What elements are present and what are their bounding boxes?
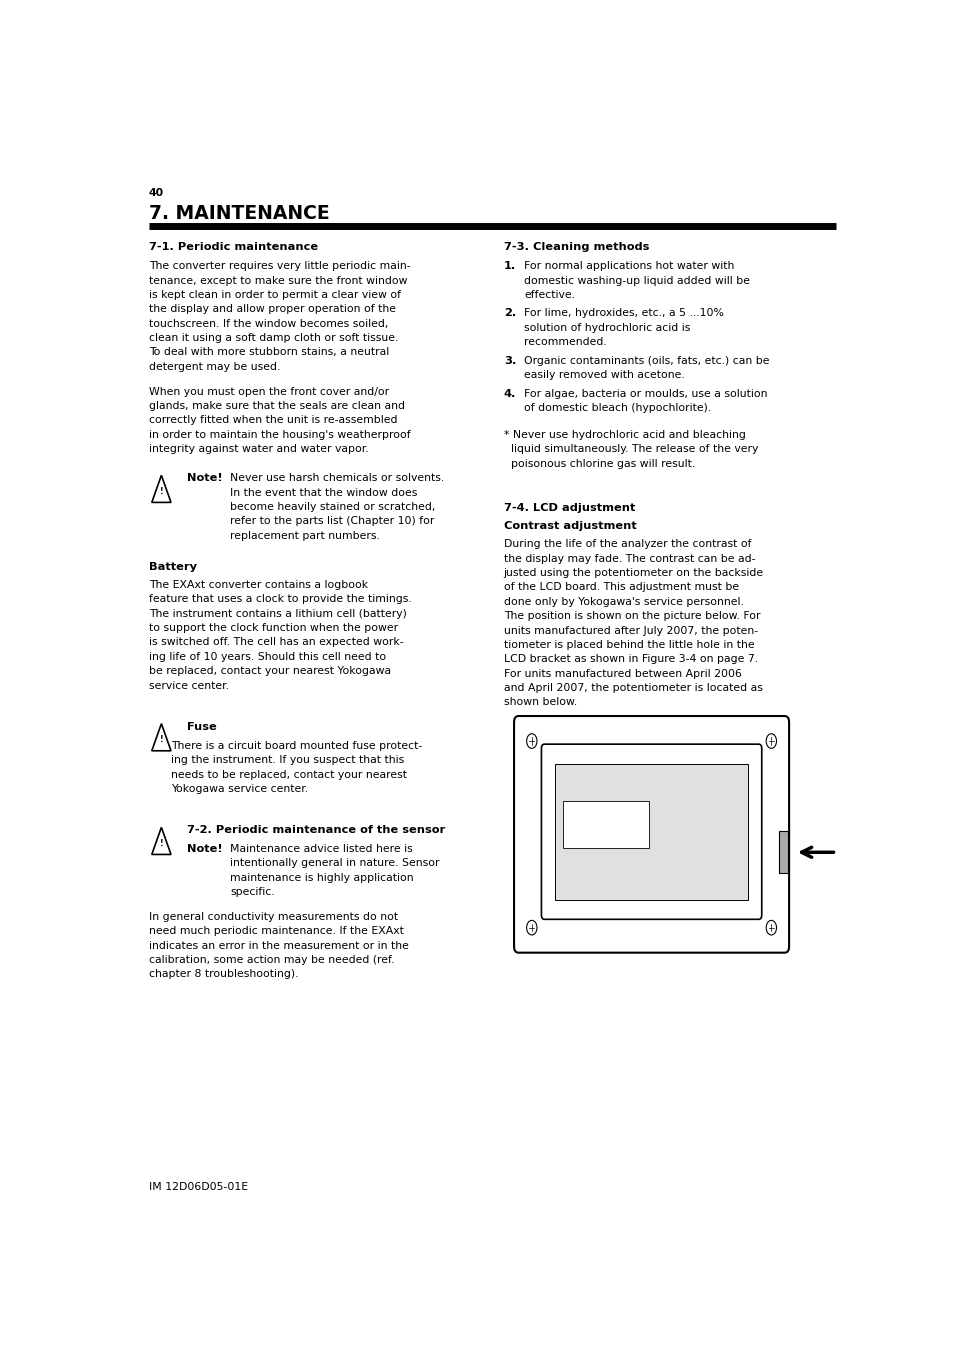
- Text: clean it using a soft damp cloth or soft tissue.: clean it using a soft damp cloth or soft…: [149, 333, 397, 343]
- Text: detergent may be used.: detergent may be used.: [149, 362, 280, 372]
- Text: maintenance is highly application: maintenance is highly application: [230, 873, 414, 883]
- Text: shown below.: shown below.: [503, 697, 577, 707]
- Text: 2.: 2.: [503, 309, 516, 318]
- Text: service center.: service center.: [149, 681, 229, 691]
- Text: be replaced, contact your nearest Yokogawa: be replaced, contact your nearest Yokoga…: [149, 666, 391, 676]
- Text: !: !: [159, 735, 163, 743]
- Text: in order to maintain the housing's weatherproof: in order to maintain the housing's weath…: [149, 429, 410, 440]
- Text: 7. MAINTENANCE: 7. MAINTENANCE: [149, 204, 329, 223]
- Text: of domestic bleach (hypochlorite).: of domestic bleach (hypochlorite).: [524, 403, 711, 413]
- Text: the display may fade. The contrast can be ad-: the display may fade. The contrast can b…: [503, 554, 755, 563]
- Text: correctly fitted when the unit is re-assembled: correctly fitted when the unit is re-ass…: [149, 416, 396, 425]
- Text: Fuse: Fuse: [187, 722, 216, 731]
- Text: 7-1. Periodic maintenance: 7-1. Periodic maintenance: [149, 242, 317, 252]
- Text: 7-3. Cleaning methods: 7-3. Cleaning methods: [503, 242, 648, 252]
- Text: Organic contaminants (oils, fats, etc.) can be: Organic contaminants (oils, fats, etc.) …: [524, 356, 769, 366]
- Text: 4.: 4.: [503, 389, 516, 398]
- Text: poisonous chlorine gas will result.: poisonous chlorine gas will result.: [503, 459, 694, 468]
- Text: 7-2. Periodic maintenance of the sensor: 7-2. Periodic maintenance of the sensor: [187, 825, 445, 835]
- Text: done only by Yokogawa's service personnel.: done only by Yokogawa's service personne…: [503, 597, 742, 607]
- Text: There is a circuit board mounted fuse protect-: There is a circuit board mounted fuse pr…: [171, 741, 422, 751]
- Text: the display and allow proper operation of the: the display and allow proper operation o…: [149, 305, 395, 314]
- Text: tenance, except to make sure the front window: tenance, except to make sure the front w…: [149, 275, 407, 286]
- Text: liquid simultaneously. The release of the very: liquid simultaneously. The release of th…: [503, 444, 758, 455]
- Text: replacement part numbers.: replacement part numbers.: [230, 531, 379, 540]
- Text: recommended.: recommended.: [524, 337, 606, 347]
- Text: and April 2007, the potentiometer is located as: and April 2007, the potentiometer is loc…: [503, 682, 761, 693]
- Text: Battery: Battery: [149, 562, 196, 571]
- Bar: [778, 831, 787, 873]
- Text: of the LCD board. This adjustment must be: of the LCD board. This adjustment must b…: [503, 582, 738, 592]
- Text: feature that uses a clock to provide the timings.: feature that uses a clock to provide the…: [149, 594, 411, 604]
- Text: indicates an error in the measurement or in the: indicates an error in the measurement or…: [149, 941, 408, 951]
- Text: chapter 8 troubleshooting).: chapter 8 troubleshooting).: [149, 969, 298, 979]
- Text: Never use harsh chemicals or solvents.: Never use harsh chemicals or solvents.: [230, 473, 444, 483]
- Text: LCD bracket as shown in Figure 3-4 on page 7.: LCD bracket as shown in Figure 3-4 on pa…: [503, 654, 757, 665]
- Text: * Never use hydrochloric acid and bleaching: * Never use hydrochloric acid and bleach…: [503, 431, 745, 440]
- Text: In general conductivity measurements do not: In general conductivity measurements do …: [149, 913, 397, 922]
- Bar: [555, 764, 747, 899]
- Text: tiometer is placed behind the little hole in the: tiometer is placed behind the little hol…: [503, 640, 754, 650]
- Text: integrity against water and water vapor.: integrity against water and water vapor.: [149, 444, 368, 454]
- Text: The EXAxt converter contains a logbook: The EXAxt converter contains a logbook: [149, 580, 368, 590]
- Text: Contrast adjustment: Contrast adjustment: [503, 521, 636, 531]
- Text: need much periodic maintenance. If the EXAxt: need much periodic maintenance. If the E…: [149, 926, 403, 937]
- Text: For normal applications hot water with: For normal applications hot water with: [524, 261, 734, 271]
- Text: solution of hydrochloric acid is: solution of hydrochloric acid is: [524, 322, 690, 333]
- Text: domestic washing-up liquid added will be: domestic washing-up liquid added will be: [524, 275, 750, 286]
- Text: refer to the parts list (Chapter 10) for: refer to the parts list (Chapter 10) for: [230, 516, 434, 527]
- Text: easily removed with acetone.: easily removed with acetone.: [524, 370, 684, 380]
- Text: When you must open the front cover and/or: When you must open the front cover and/o…: [149, 387, 389, 397]
- Text: become heavily stained or scratched,: become heavily stained or scratched,: [230, 502, 436, 512]
- Text: 3.: 3.: [503, 356, 516, 366]
- Text: Maintenance advice listed here is: Maintenance advice listed here is: [230, 844, 413, 854]
- Bar: [562, 802, 649, 849]
- Text: intentionally general in nature. Sensor: intentionally general in nature. Sensor: [230, 858, 439, 868]
- Text: For algae, bacteria or moulds, use a solution: For algae, bacteria or moulds, use a sol…: [524, 389, 767, 398]
- Text: touchscreen. If the window becomes soiled,: touchscreen. If the window becomes soile…: [149, 318, 388, 329]
- Text: During the life of the analyzer the contrast of: During the life of the analyzer the cont…: [503, 539, 750, 550]
- Text: Note!: Note!: [187, 473, 223, 483]
- Text: specific.: specific.: [230, 887, 274, 898]
- Text: The converter requires very little periodic main-: The converter requires very little perio…: [149, 261, 410, 271]
- Text: To deal with more stubborn stains, a neutral: To deal with more stubborn stains, a neu…: [149, 348, 389, 357]
- Text: Note!: Note!: [187, 844, 223, 854]
- Text: is kept clean in order to permit a clear view of: is kept clean in order to permit a clear…: [149, 290, 400, 301]
- Text: For units manufactured between April 2006: For units manufactured between April 200…: [503, 669, 740, 678]
- Text: to support the clock function when the power: to support the clock function when the p…: [149, 623, 397, 632]
- Text: Yokogawa service center.: Yokogawa service center.: [171, 784, 308, 795]
- Text: glands, make sure that the seals are clean and: glands, make sure that the seals are cle…: [149, 401, 404, 412]
- Text: For lime, hydroxides, etc., a 5 ...10%: For lime, hydroxides, etc., a 5 ...10%: [524, 309, 723, 318]
- Text: !: !: [159, 838, 163, 848]
- Text: needs to be replaced, contact your nearest: needs to be replaced, contact your neare…: [171, 770, 407, 780]
- Text: justed using the potentiometer on the backside: justed using the potentiometer on the ba…: [503, 567, 763, 578]
- Text: is switched off. The cell has an expected work-: is switched off. The cell has an expecte…: [149, 638, 403, 647]
- Text: 7-4. LCD adjustment: 7-4. LCD adjustment: [503, 504, 635, 513]
- Text: !: !: [159, 486, 163, 496]
- Text: calibration, some action may be needed (ref.: calibration, some action may be needed (…: [149, 955, 394, 965]
- Text: The position is shown on the picture below. For: The position is shown on the picture bel…: [503, 611, 760, 621]
- Text: ing the instrument. If you suspect that this: ing the instrument. If you suspect that …: [171, 756, 404, 765]
- Text: The instrument contains a lithium cell (battery): The instrument contains a lithium cell (…: [149, 608, 406, 619]
- Text: 40: 40: [149, 187, 164, 198]
- Text: ing life of 10 years. Should this cell need to: ing life of 10 years. Should this cell n…: [149, 651, 386, 662]
- Text: 1.: 1.: [503, 261, 516, 271]
- Text: IM 12D06D05-01E: IM 12D06D05-01E: [149, 1182, 248, 1192]
- Text: effective.: effective.: [524, 290, 575, 301]
- Text: In the event that the window does: In the event that the window does: [230, 487, 417, 497]
- Text: units manufactured after July 2007, the poten-: units manufactured after July 2007, the …: [503, 626, 757, 635]
